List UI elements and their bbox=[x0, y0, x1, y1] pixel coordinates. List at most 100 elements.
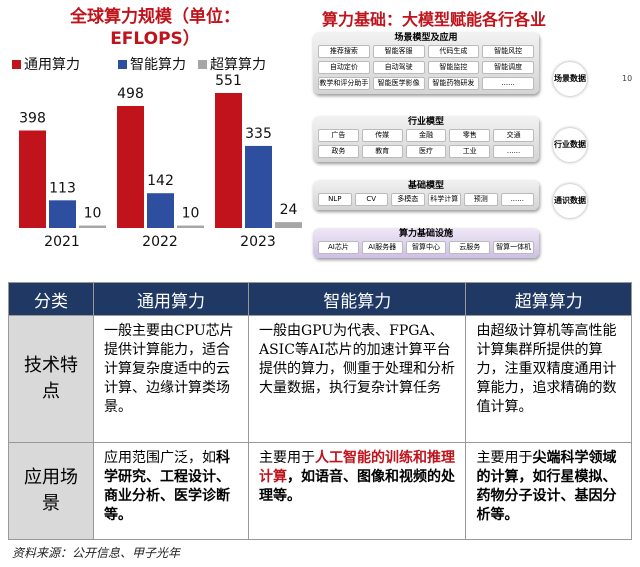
layer-item: 智算一体机 bbox=[493, 241, 534, 254]
layer-item: 传媒 bbox=[361, 129, 403, 142]
bar bbox=[117, 105, 144, 228]
chart-title: 全球算力规模（单位：EFLOPS） bbox=[70, 7, 240, 49]
table-cell: 主要用于人工智能的训练和推理计算，如语音、图像和视频的处理等。 bbox=[247, 442, 467, 540]
data-label: 24 bbox=[280, 202, 298, 218]
header-cell: 智能算力 bbox=[247, 282, 467, 316]
legend-label: 智能算力 bbox=[130, 57, 186, 73]
cell-text: 应用范围广泛，如 bbox=[104, 450, 216, 466]
layer-title: 算力基础设施 bbox=[398, 229, 453, 239]
data-label: 142 bbox=[147, 173, 174, 189]
header-cell: 超算算力 bbox=[465, 282, 632, 316]
layer-items: 推荐搜索 智能客服 代码生成 智能风控 自动定价 自动驾驶 智能监控 智能调度 教学和评分助手智… bbox=[313, 45, 539, 94]
layer-title: 场景模型及应用 bbox=[394, 33, 458, 43]
layer-items: AI芯片 AI服务器 智算中心 云服务 智算一体机 bbox=[313, 241, 539, 258]
table-cell: 由超级计算机等高性能计算集群所提供的算力，注重双精度通用计算能力，追求精确的数值… bbox=[465, 315, 632, 443]
bar bbox=[79, 225, 106, 228]
layer-item: 政务 bbox=[318, 145, 359, 158]
bar bbox=[275, 222, 302, 228]
layer-item: 智能风控 bbox=[482, 45, 534, 58]
table-row: 应用场景 应用范围广泛，如科学研究、工程设计、商业分析、医学诊断等。 主要用于人工智… bbox=[8, 442, 632, 540]
data-label: 398 bbox=[19, 110, 46, 126]
bar bbox=[19, 130, 46, 228]
cell-text: ，如语音、图像和视频的处理等。 bbox=[258, 469, 455, 504]
layer-item: 智能监控 bbox=[427, 61, 480, 74]
bar bbox=[245, 145, 272, 228]
diagram: 算力基础：大模型赋能各行各业 10 场景模型及应用推荐搜索 智能客服 代码生成 智能风… bbox=[310, 0, 640, 270]
layer-item: NLP bbox=[318, 193, 352, 206]
layer-item: 智算中心 bbox=[405, 241, 447, 254]
cell-text: 一般主要由CPU芯片提供计算能力，适合计算复杂度适中的云计算、边缘计算类场景。 bbox=[104, 323, 234, 415]
layer-item: AI芯片 bbox=[318, 241, 359, 254]
layer-item: CV bbox=[354, 193, 388, 206]
layer-item: 智能医学影像 bbox=[372, 77, 425, 90]
layer-items: 广告 传媒 金融 零售 交通 政务 教育 医疗 工业...... bbox=[313, 129, 539, 162]
bar bbox=[49, 200, 76, 228]
side-label: 通识数据 bbox=[553, 184, 587, 218]
cell-text: 科学研究、工程设计、商业分析、医学诊断等。 bbox=[104, 450, 230, 523]
layer-box: 算力基础设施 AI芯片 AI服务器 智算中心 云服务 智算一体机 bbox=[313, 228, 539, 258]
x-tick-label: 2022 bbox=[142, 234, 178, 250]
cell-text: 一般由GPU为代表、FPGA、ASIC等AI芯片的加速计算平台提供的算力，侧重于… bbox=[258, 323, 455, 396]
table-cell: 一般由GPU为代表、FPGA、ASIC等AI芯片的加速计算平台提供的算力，侧重于… bbox=[247, 315, 467, 443]
layer-title: 行业模型 bbox=[407, 117, 444, 127]
cell-text: 主要用于 bbox=[258, 450, 315, 466]
layer-item: 云服务 bbox=[449, 241, 491, 254]
data-label: 551 bbox=[215, 73, 242, 89]
layer-box: 场景模型及应用 推荐搜索 智能客服 代码生成 智能风控 自动定价 自动驾驶 智能监控 智能调度教… bbox=[313, 32, 539, 94]
layer-item: 自动驾驶 bbox=[372, 61, 425, 74]
layer-item: 教学和评分助手 bbox=[318, 77, 370, 90]
layer-item: 智能药物研发 bbox=[427, 77, 480, 90]
cell-text: 人工智能的训练和推理计算 bbox=[258, 450, 455, 485]
layer-item: 预测 bbox=[464, 193, 498, 206]
layer-box: 行业模型 广告 传媒 金融 零售 交通 政务 教育 医疗 工业...... bbox=[313, 116, 539, 162]
legend-swatch bbox=[118, 60, 127, 69]
row-header: 技术特点 bbox=[8, 315, 94, 443]
data-label: 10 bbox=[84, 206, 102, 222]
source-note: 资料来源：公开信息、甲子光年 bbox=[12, 546, 181, 560]
cell-text: 由超级计算机等高性能计算集群所提供的算力，注重双精度通用计算能力，追求精确的数值… bbox=[476, 323, 617, 415]
layer-item: 工业 bbox=[449, 145, 491, 158]
table-cell: 主要用于尖端科学领域的计算，如行星模拟、药物分子设计、基因分析等。 bbox=[465, 442, 632, 540]
side-label: 场景数据 bbox=[553, 62, 587, 96]
layer-items: NLP CV 多模态 科学计算 预测...... bbox=[313, 193, 539, 210]
layer-title: 基础模型 bbox=[407, 181, 444, 191]
header-cell: 通用算力 bbox=[93, 282, 249, 316]
legend-swatch bbox=[198, 60, 207, 69]
bar bbox=[215, 93, 242, 228]
legend-label: 通用算力 bbox=[24, 57, 80, 73]
legend-swatch bbox=[12, 60, 21, 69]
page-number: 10 bbox=[622, 74, 633, 83]
layer-item: 广告 bbox=[318, 129, 359, 142]
layer-item: AI服务器 bbox=[361, 241, 403, 254]
chart: 通用算力 智能算力 超算算力 2021 398 113 10 2022 498 142 10 2023… bbox=[0, 0, 310, 265]
layer-item: ...... bbox=[482, 77, 534, 90]
layer-item: ...... bbox=[493, 145, 534, 158]
chart-canvas: 通用算力 智能算力 超算算力2021398113102022498142102023… bbox=[12, 57, 302, 250]
data-label: 10 bbox=[182, 206, 200, 222]
data-label: 113 bbox=[49, 180, 76, 196]
diagram-title: 算力基础：大模型赋能各行各业 bbox=[322, 10, 547, 29]
layer-item: ...... bbox=[500, 193, 534, 206]
layer-item: 医疗 bbox=[405, 145, 447, 158]
data-label: 335 bbox=[245, 126, 272, 142]
layer-item: 多模态 bbox=[391, 193, 425, 206]
x-tick-label: 2021 bbox=[44, 234, 80, 250]
layer-item: 教育 bbox=[361, 145, 403, 158]
layer-item: 零售 bbox=[449, 129, 491, 142]
layer-item: 交通 bbox=[493, 129, 534, 142]
table-cell: 一般主要由CPU芯片提供计算能力，适合计算复杂度适中的云计算、边缘计算类场景。 bbox=[93, 315, 249, 443]
layer-item: 代码生成 bbox=[427, 45, 480, 58]
layer-item: 智能客服 bbox=[372, 45, 425, 58]
table-row: 技术特点 一般主要由CPU芯片提供计算能力，适合计算复杂度适中的云计算、边缘计算类… bbox=[8, 315, 632, 443]
layer-item: 推荐搜索 bbox=[318, 45, 370, 58]
layer-item: 科学计算 bbox=[427, 193, 461, 206]
header-cell: 分类 bbox=[8, 282, 94, 316]
header-row: 分类 通用算力 智能算力 超算算力 bbox=[8, 282, 632, 316]
side-label: 行业数据 bbox=[553, 128, 587, 162]
cell-text: 尖端科学领域的计算，如行星模拟、药物分子设计、基因分析等。 bbox=[476, 450, 617, 523]
layer-item: 自动定价 bbox=[318, 61, 370, 74]
bar bbox=[177, 225, 204, 228]
data-label: 498 bbox=[117, 86, 144, 102]
layer-box: 基础模型 NLP CV 多模态 科学计算 预测...... bbox=[313, 180, 539, 210]
